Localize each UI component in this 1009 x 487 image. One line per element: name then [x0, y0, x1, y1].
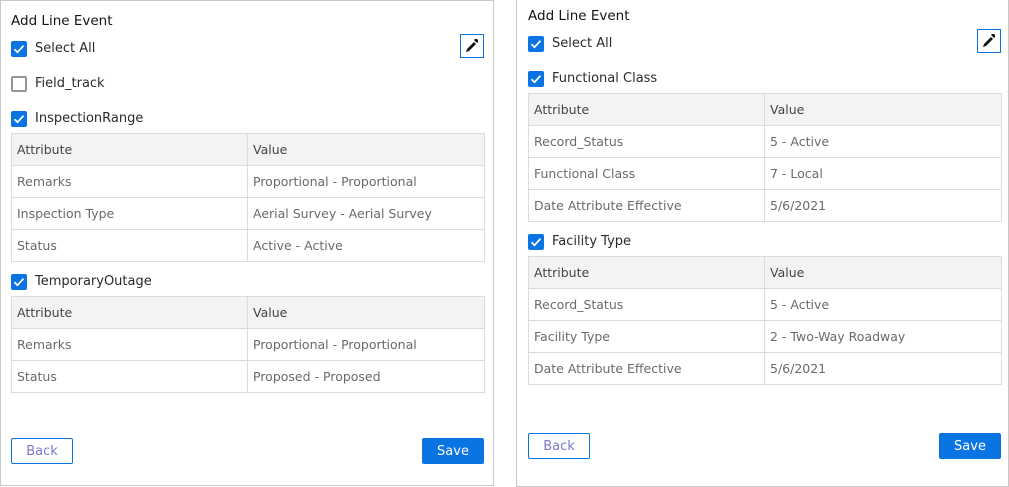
table-cell: Proportional - Proportional: [247, 328, 485, 361]
check-icon: [530, 238, 542, 247]
group-checkbox[interactable]: [528, 234, 544, 250]
table-cell: 2 - Two-Way Roadway: [764, 320, 1002, 353]
column-header: Attribute: [528, 256, 765, 289]
table-cell: 5 - Active: [764, 125, 1002, 158]
table-cell: Record_Status: [528, 125, 765, 158]
table-cell: Status: [11, 360, 248, 393]
table-cell: 5/6/2021: [764, 189, 1002, 222]
table-row: Record_Status 5 - Active: [528, 288, 1002, 321]
table-cell: Date Attribute Effective: [528, 189, 765, 222]
eyedropper-icon: [466, 39, 478, 52]
group-label: TemporaryOutage: [35, 274, 152, 289]
eyedropper-icon: [983, 34, 995, 47]
table-row: Functional Class 7 - Local: [528, 157, 1002, 190]
right-picker-button[interactable]: [977, 29, 1001, 53]
group-label: InspectionRange: [35, 111, 144, 126]
group-checkbox[interactable]: [11, 274, 27, 290]
right-panel: [516, 0, 1009, 487]
table-cell: 5 - Active: [764, 288, 1002, 321]
right-title: Add Line Event: [528, 8, 630, 24]
table-cell: Date Attribute Effective: [528, 352, 765, 385]
right-save-button[interactable]: Save: [939, 433, 1001, 459]
column-header: Value: [247, 133, 485, 166]
right-select-all-checkbox[interactable]: [528, 36, 544, 52]
table-cell: Remarks: [11, 328, 248, 361]
group-label: Field_track: [35, 76, 105, 91]
table-cell: Aerial Survey - Aerial Survey: [247, 197, 485, 230]
left-select-all-checkbox[interactable]: [11, 41, 27, 57]
check-icon: [530, 75, 542, 84]
table-row: Facility Type 2 - Two-Way Roadway: [528, 320, 1002, 353]
left-back-button[interactable]: Back: [11, 438, 73, 464]
group-checkbox[interactable]: [11, 76, 27, 92]
check-icon: [530, 40, 542, 49]
table-cell: 5/6/2021: [764, 352, 1002, 385]
table-cell: Proportional - Proportional: [247, 165, 485, 198]
column-header: Attribute: [11, 296, 248, 329]
group-checkbox[interactable]: [11, 111, 27, 127]
attribute-table: Attribute Value Remarks Proportional - Prop…: [11, 133, 485, 262]
table-cell: 7 - Local: [764, 157, 1002, 190]
table-row: Record_Status 5 - Active: [528, 125, 1002, 158]
table-row: Status Active - Active: [11, 229, 485, 262]
table-row: Date Attribute Effective 5/6/2021: [528, 189, 1002, 222]
table-cell: Remarks: [11, 165, 248, 198]
table-cell: Active - Active: [247, 229, 485, 262]
right-select-all-label: Select All: [552, 36, 613, 51]
attribute-table: Attribute Value Record_Status 5 - Active Fac…: [528, 256, 1002, 385]
column-header: Value: [764, 93, 1002, 126]
column-header: Attribute: [11, 133, 248, 166]
table-row: Remarks Proportional - Proportional: [11, 328, 485, 361]
check-icon: [13, 45, 25, 54]
table-cell: Record_Status: [528, 288, 765, 321]
table-row: Remarks Proportional - Proportional: [11, 165, 485, 198]
left-picker-button[interactable]: [460, 34, 484, 58]
check-icon: [13, 115, 25, 124]
attribute-table: Attribute Value Record_Status 5 - Active Fun…: [528, 93, 1002, 222]
column-header: Value: [247, 296, 485, 329]
group-label: Facility Type: [552, 234, 632, 249]
attribute-table: Attribute Value Remarks Proportional - Prop…: [11, 296, 485, 393]
table-row: Status Proposed - Proposed: [11, 360, 485, 393]
table-cell: Proposed - Proposed: [247, 360, 485, 393]
table-cell: Facility Type: [528, 320, 765, 353]
column-header: Value: [764, 256, 1002, 289]
table-cell: Functional Class: [528, 157, 765, 190]
left-title: Add Line Event: [11, 13, 113, 29]
right-back-button[interactable]: Back: [528, 433, 590, 459]
table-row: Inspection Type Aerial Survey - Aerial Su…: [11, 197, 485, 230]
left-select-all-label: Select All: [35, 41, 96, 56]
left-save-button[interactable]: Save: [422, 438, 484, 464]
column-header: Attribute: [528, 93, 765, 126]
table-row: Date Attribute Effective 5/6/2021: [528, 352, 1002, 385]
group-label: Functional Class: [552, 71, 658, 86]
check-icon: [13, 278, 25, 287]
table-cell: Inspection Type: [11, 197, 248, 230]
group-checkbox[interactable]: [528, 71, 544, 87]
table-cell: Status: [11, 229, 248, 262]
